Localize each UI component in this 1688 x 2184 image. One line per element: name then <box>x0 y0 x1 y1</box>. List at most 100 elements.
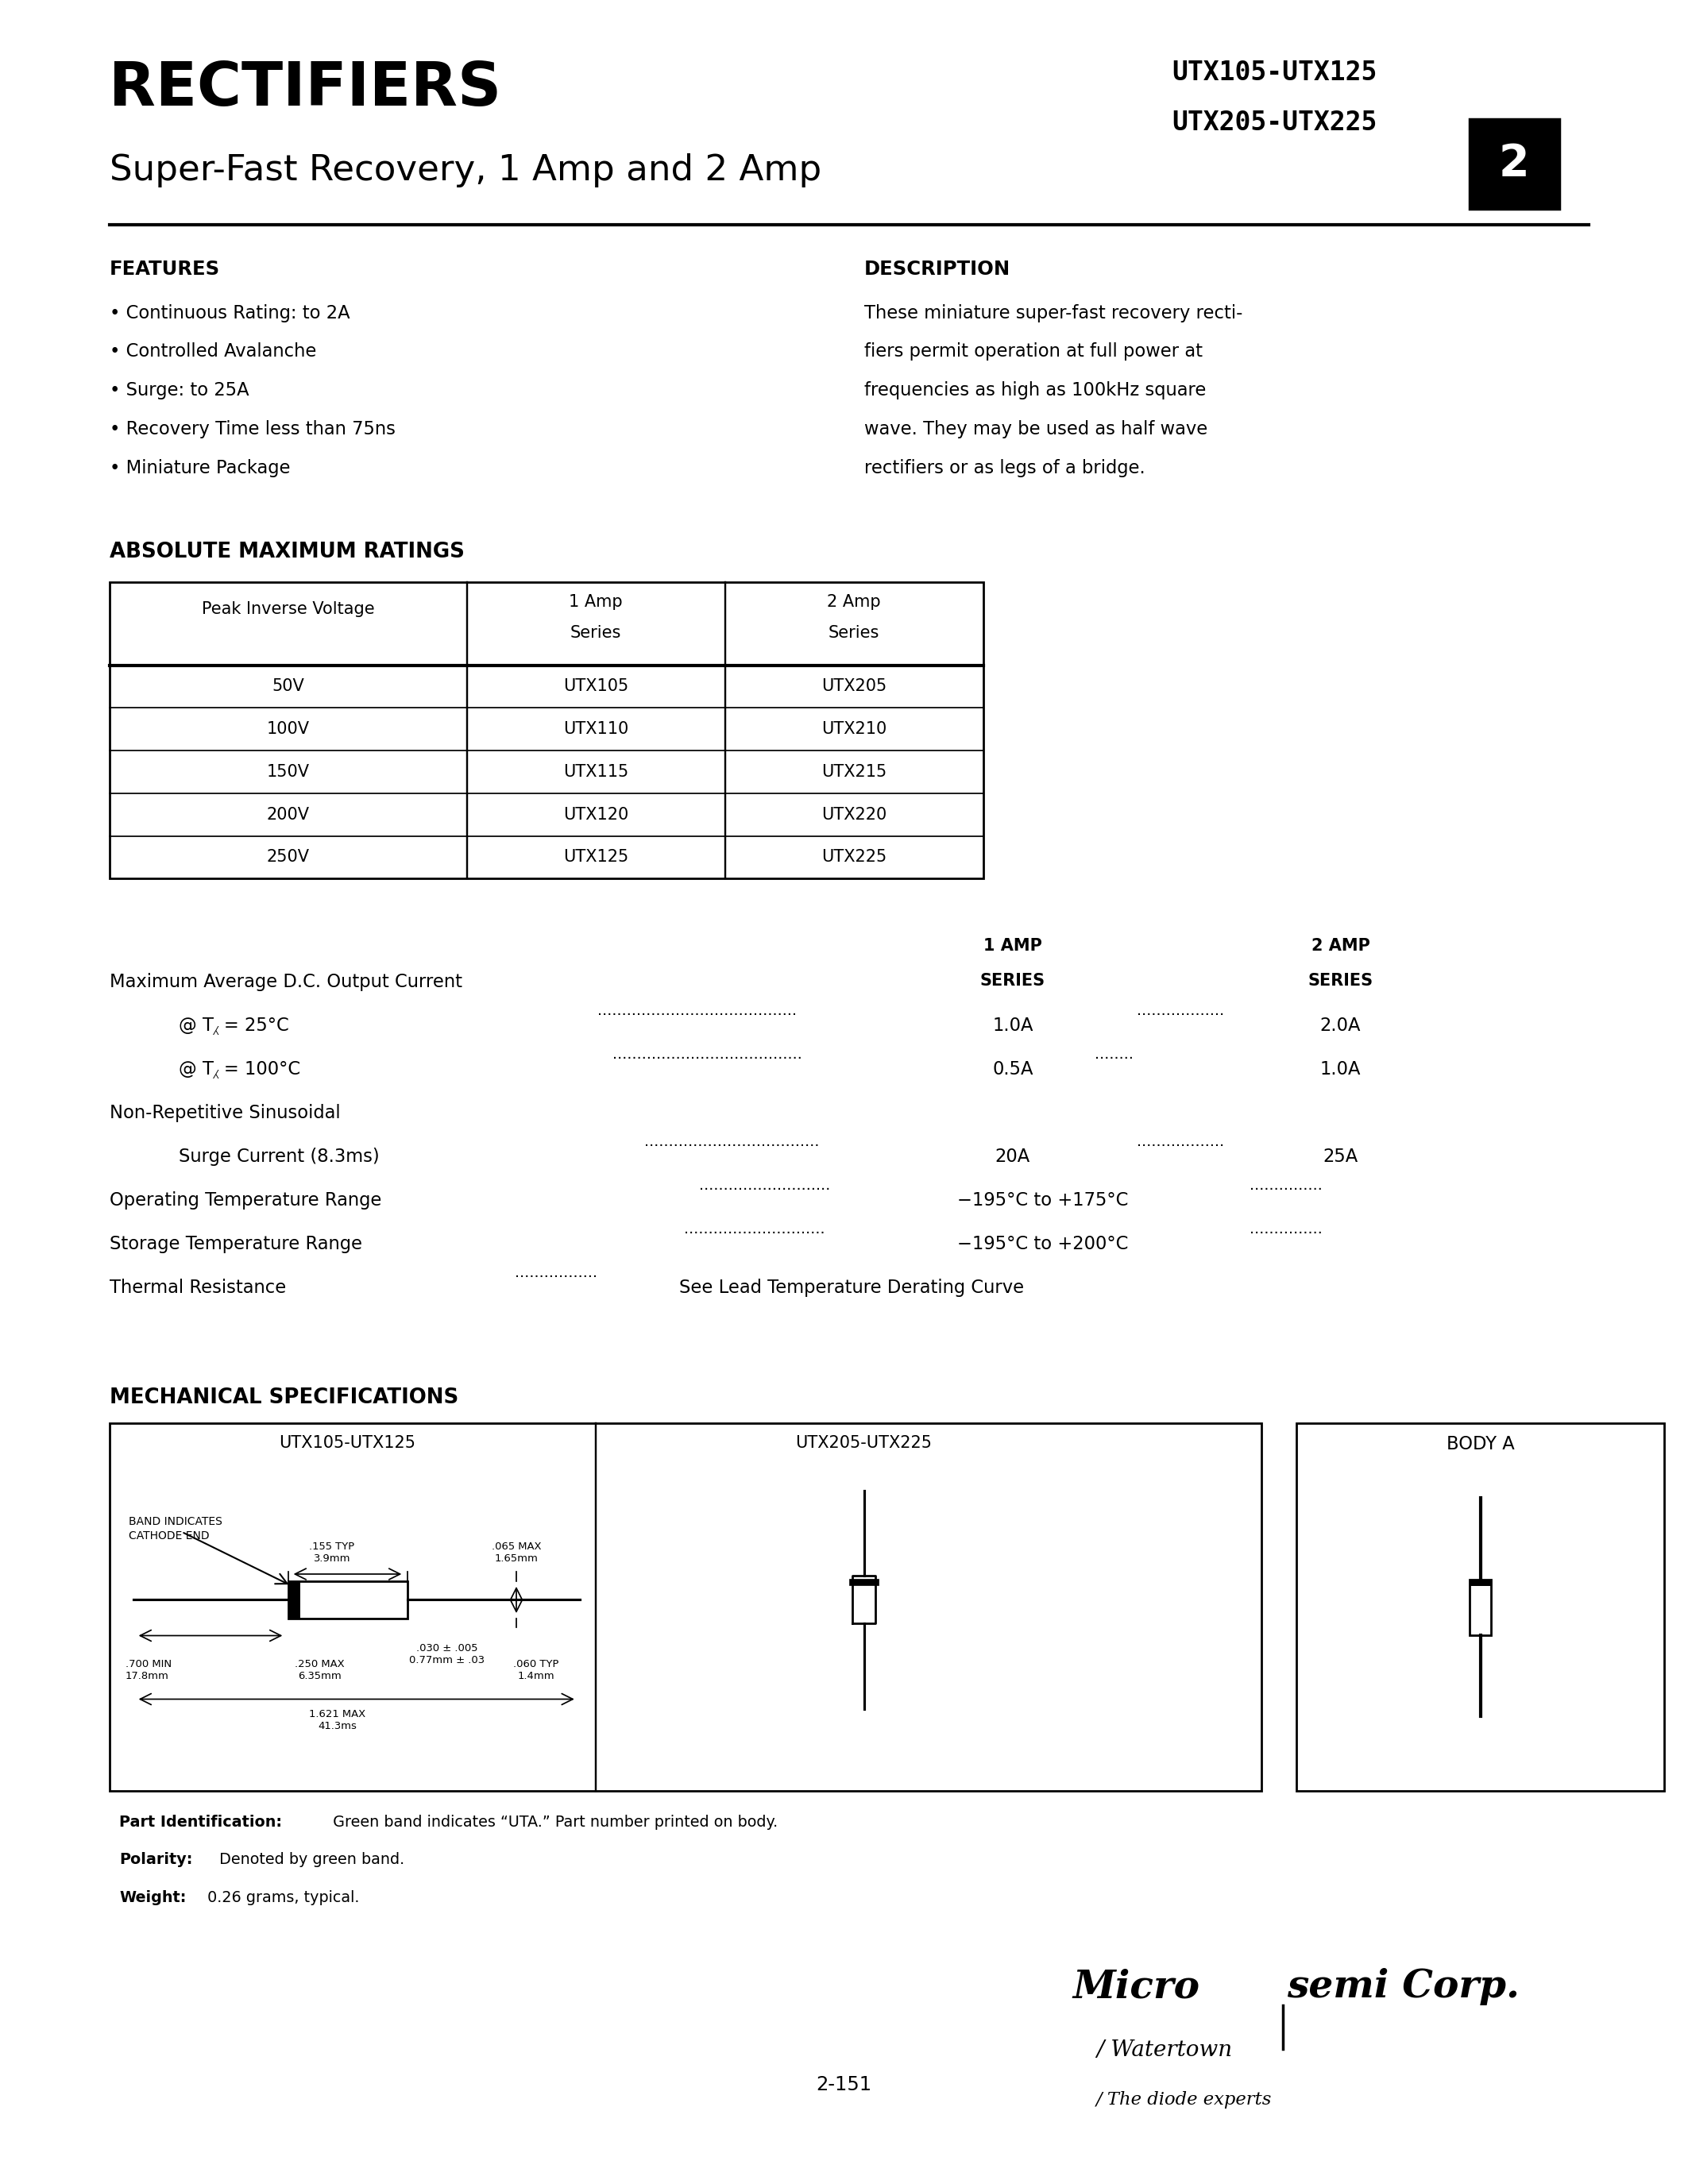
Text: UTX110: UTX110 <box>564 721 628 736</box>
Text: UTX205: UTX205 <box>822 679 886 695</box>
Text: UTX205-UTX225: UTX205-UTX225 <box>1171 109 1377 135</box>
Text: Series: Series <box>571 625 621 642</box>
Bar <box>1470 1579 1492 1586</box>
Text: Micro: Micro <box>1072 1968 1200 2005</box>
Text: frequencies as high as 100kHz square: frequencies as high as 100kHz square <box>864 382 1205 400</box>
Bar <box>1470 120 1560 207</box>
Text: 2 Amp: 2 Amp <box>827 594 881 609</box>
Text: Part Identification:: Part Identification: <box>120 1815 282 1830</box>
Text: .060 TYP
1.4mm: .060 TYP 1.4mm <box>513 1660 559 1682</box>
Text: DESCRIPTION: DESCRIPTION <box>864 260 1009 280</box>
Text: @ T⁁ = 100°C: @ T⁁ = 100°C <box>179 1059 300 1079</box>
Text: Weight:: Weight: <box>120 1889 186 1904</box>
Text: Series: Series <box>829 625 879 642</box>
Text: ........: ........ <box>1094 1046 1134 1061</box>
Text: @ T⁁ = 25°C: @ T⁁ = 25°C <box>179 1016 289 1035</box>
Text: 1.621 MAX
41.3ms: 1.621 MAX 41.3ms <box>309 1710 366 1732</box>
Text: .......................................: ....................................... <box>613 1046 802 1061</box>
Text: 2.0A: 2.0A <box>1320 1016 1361 1035</box>
Text: .................: ................. <box>515 1265 598 1280</box>
Text: .700 MIN
17.8mm: .700 MIN 17.8mm <box>125 1660 170 1682</box>
Text: 25A: 25A <box>1323 1147 1359 1166</box>
Text: 2 AMP: 2 AMP <box>1312 939 1371 954</box>
Text: wave. They may be used as half wave: wave. They may be used as half wave <box>864 419 1207 439</box>
Text: UTX205-UTX225: UTX205-UTX225 <box>795 1435 932 1452</box>
Text: 2: 2 <box>1499 142 1529 186</box>
Text: ABSOLUTE MAXIMUM RATINGS: ABSOLUTE MAXIMUM RATINGS <box>110 542 464 563</box>
Bar <box>1296 1424 1664 1791</box>
Text: Storage Temperature Range: Storage Temperature Range <box>110 1234 361 1254</box>
Text: These miniature super-fast recovery recti-: These miniature super-fast recovery rect… <box>864 304 1242 321</box>
Text: UTX105-UTX125: UTX105-UTX125 <box>1171 59 1377 85</box>
Text: UTX210: UTX210 <box>822 721 886 736</box>
Text: −195°C to +200°C: −195°C to +200°C <box>957 1234 1128 1254</box>
Text: 20A: 20A <box>996 1147 1030 1166</box>
Text: fiers permit operation at full power at: fiers permit operation at full power at <box>864 343 1202 360</box>
Text: 1 Amp: 1 Amp <box>569 594 623 609</box>
Bar <box>110 581 982 878</box>
Text: 250V: 250V <box>267 850 309 865</box>
Text: 1.0A: 1.0A <box>1320 1059 1361 1079</box>
Bar <box>289 1581 300 1618</box>
Text: UTX220: UTX220 <box>822 806 886 823</box>
Text: 0.26 grams, typical.: 0.26 grams, typical. <box>203 1889 360 1904</box>
Text: UTX115: UTX115 <box>564 764 628 780</box>
Bar <box>289 1581 407 1618</box>
Text: RECTIFIERS: RECTIFIERS <box>110 59 501 118</box>
Text: BODY A: BODY A <box>1447 1435 1514 1455</box>
Text: 1.0A: 1.0A <box>993 1016 1033 1035</box>
Text: UTX120: UTX120 <box>564 806 628 823</box>
Text: • Surge: to 25A: • Surge: to 25A <box>110 382 248 400</box>
Text: • Miniature Package: • Miniature Package <box>110 459 290 476</box>
Text: semi Corp.: semi Corp. <box>1286 1968 1519 2005</box>
Text: ....................................: .................................... <box>645 1133 819 1149</box>
Text: 50V: 50V <box>272 679 304 695</box>
Text: SERIES: SERIES <box>1308 972 1372 989</box>
Text: 100V: 100V <box>267 721 309 736</box>
Text: UTX215: UTX215 <box>822 764 886 780</box>
Text: Operating Temperature Range: Operating Temperature Range <box>110 1190 381 1210</box>
Text: UTX105-UTX125: UTX105-UTX125 <box>279 1435 415 1452</box>
Text: Super-Fast Recovery, 1 Amp and 2 Amp: Super-Fast Recovery, 1 Amp and 2 Amp <box>110 153 820 188</box>
Text: See Lead Temperature Derating Curve: See Lead Temperature Derating Curve <box>679 1278 1025 1297</box>
Text: • Controlled Avalanche: • Controlled Avalanche <box>110 343 316 360</box>
Text: 150V: 150V <box>267 764 309 780</box>
Text: .250 MAX
6.35mm: .250 MAX 6.35mm <box>295 1660 344 1682</box>
Text: 0.5A: 0.5A <box>993 1059 1033 1079</box>
Text: Peak Inverse Voltage: Peak Inverse Voltage <box>201 601 375 618</box>
Text: ...............: ............... <box>1249 1221 1322 1236</box>
Text: UTX105: UTX105 <box>564 679 628 695</box>
Text: / The diode experts: / The diode experts <box>1096 2090 1273 2108</box>
Text: Denoted by green band.: Denoted by green band. <box>214 1852 405 1867</box>
Text: SERIES: SERIES <box>981 972 1045 989</box>
Text: UTX225: UTX225 <box>822 850 886 865</box>
Text: • Continuous Rating: to 2A: • Continuous Rating: to 2A <box>110 304 349 321</box>
Text: rectifiers or as legs of a bridge.: rectifiers or as legs of a bridge. <box>864 459 1144 476</box>
Text: ..................: .................. <box>1136 1133 1224 1149</box>
Text: 1 AMP: 1 AMP <box>984 939 1041 954</box>
Text: 200V: 200V <box>267 806 309 823</box>
Text: ...........................: ........................... <box>699 1177 830 1192</box>
Text: ...............: ............... <box>1249 1177 1322 1192</box>
Text: 2-151: 2-151 <box>817 2075 871 2094</box>
Text: Thermal Resistance: Thermal Resistance <box>110 1278 285 1297</box>
Text: FEATURES: FEATURES <box>110 260 219 280</box>
Text: −195°C to +175°C: −195°C to +175°C <box>957 1190 1128 1210</box>
Bar <box>110 1424 1261 1791</box>
Text: Surge Current (8.3ms): Surge Current (8.3ms) <box>179 1147 380 1166</box>
Text: Non-Repetitive Sinusoidal: Non-Repetitive Sinusoidal <box>110 1103 339 1123</box>
Text: .........................................: ........................................… <box>598 1002 797 1018</box>
Text: / Watertown: / Watertown <box>1096 2040 1232 2062</box>
Text: .155 TYP
3.9mm: .155 TYP 3.9mm <box>309 1542 354 1564</box>
Text: Maximum Average D.C. Output Current: Maximum Average D.C. Output Current <box>110 972 463 992</box>
Text: .065 MAX
1.65mm: .065 MAX 1.65mm <box>491 1542 542 1564</box>
Text: UTX125: UTX125 <box>564 850 628 865</box>
Text: .030 ± .005
0.77mm ± .03: .030 ± .005 0.77mm ± .03 <box>408 1645 484 1666</box>
Text: Green band indicates “UTA.” Part number printed on body.: Green band indicates “UTA.” Part number … <box>327 1815 778 1830</box>
Text: ..................: .................. <box>1136 1002 1224 1018</box>
Text: .............................: ............................. <box>684 1221 825 1236</box>
Text: MECHANICAL SPECIFICATIONS: MECHANICAL SPECIFICATIONS <box>110 1387 457 1409</box>
Bar <box>1470 1579 1492 1636</box>
Text: • Recovery Time less than 75ns: • Recovery Time less than 75ns <box>110 419 395 439</box>
Text: Polarity:: Polarity: <box>120 1852 192 1867</box>
